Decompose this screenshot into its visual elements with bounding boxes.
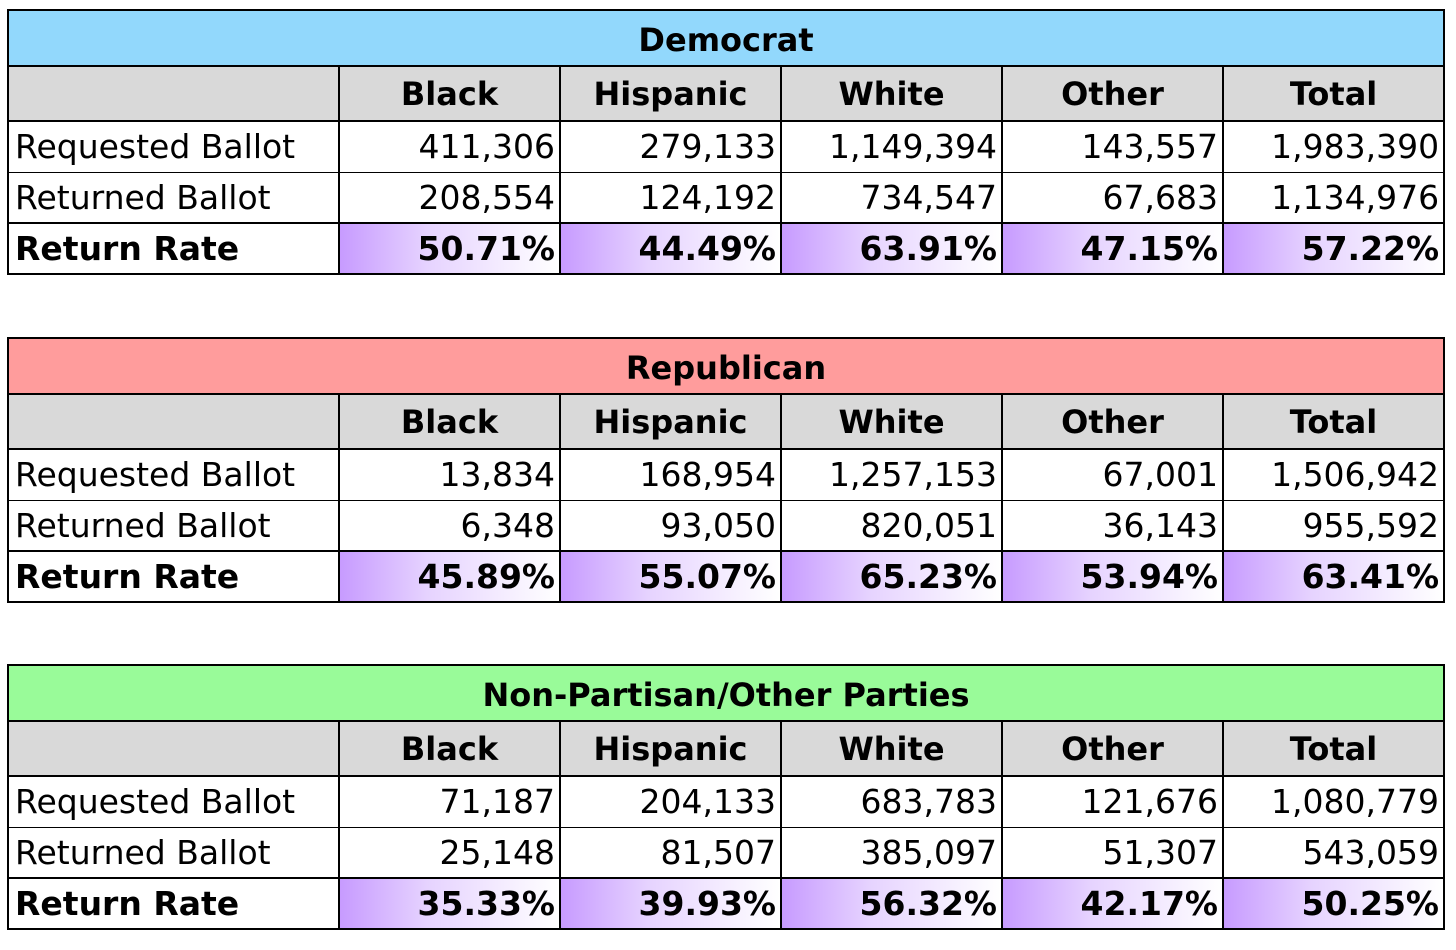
rate-total: 50.25%	[1222, 877, 1445, 930]
non-partisan-table: Non-Partisan/Other Parties Black Hispani…	[7, 664, 1445, 930]
table-row: Requested Ballot 71,187 204,133 683,783 …	[7, 775, 1445, 828]
column-header-hispanic: Hispanic	[559, 65, 782, 122]
requested-white: 1,257,153	[780, 448, 1003, 501]
rate-total: 63.41%	[1221, 550, 1446, 603]
rate-hispanic: 44.49%	[559, 222, 782, 275]
table-row: Returned Ballot 208,554 124,192 734,547 …	[7, 171, 1446, 224]
rate-white: 63.91%	[780, 222, 1003, 275]
column-header-other: Other	[1001, 65, 1224, 122]
rate-white: 56.32%	[780, 877, 1003, 930]
table-row: Requested Ballot 13,834 168,954 1,257,15…	[7, 448, 1446, 501]
table-row: Return Rate 35.33% 39.93% 56.32% 42.17% …	[7, 877, 1445, 930]
header-blank-cell	[7, 720, 340, 777]
returned-white: 385,097	[780, 826, 1003, 879]
table-row: Returned Ballot 6,348 93,050 820,051 36,…	[7, 499, 1446, 552]
column-header-white: White	[780, 65, 1003, 122]
returned-white: 734,547	[780, 171, 1003, 224]
returned-hispanic: 81,507	[559, 826, 782, 879]
column-header-total: Total	[1222, 720, 1445, 777]
rate-other: 47.15%	[1001, 222, 1224, 275]
table-row: Requested Ballot 411,306 279,133 1,149,3…	[7, 120, 1446, 173]
returned-black: 25,148	[338, 826, 561, 879]
returned-total: 1,134,976	[1221, 171, 1446, 224]
returned-other: 36,143	[1001, 499, 1224, 552]
table-row: Return Rate 45.89% 55.07% 65.23% 53.94% …	[7, 550, 1446, 603]
rate-white: 65.23%	[780, 550, 1003, 603]
returned-hispanic: 124,192	[559, 171, 782, 224]
column-header-total: Total	[1221, 393, 1446, 450]
party-title: Republican	[6, 337, 1446, 395]
rate-other: 42.17%	[1001, 877, 1224, 930]
returned-white: 820,051	[780, 499, 1003, 552]
column-header-hispanic: Hispanic	[559, 720, 782, 777]
row-label-requested: Requested Ballot	[7, 120, 340, 173]
requested-black: 13,834	[338, 448, 561, 501]
column-header-total: Total	[1221, 65, 1446, 122]
requested-hispanic: 279,133	[559, 120, 782, 173]
column-header-other: Other	[1001, 720, 1224, 777]
row-label-rate: Return Rate	[7, 877, 340, 930]
rate-black: 45.89%	[338, 550, 561, 603]
column-header-black: Black	[338, 65, 561, 122]
row-label-returned: Returned Ballot	[7, 171, 340, 224]
requested-hispanic: 204,133	[559, 775, 782, 828]
requested-total: 1,983,390	[1221, 120, 1446, 173]
rate-black: 50.71%	[338, 222, 561, 275]
returned-total: 955,592	[1221, 499, 1446, 552]
party-title: Democrat	[6, 9, 1446, 67]
column-header-hispanic: Hispanic	[559, 393, 782, 450]
returned-total: 543,059	[1222, 826, 1445, 879]
column-header-black: Black	[338, 720, 561, 777]
requested-black: 71,187	[338, 775, 561, 828]
column-header-white: White	[780, 720, 1003, 777]
row-label-rate: Return Rate	[7, 222, 340, 275]
requested-other: 143,557	[1001, 120, 1224, 173]
rate-black: 35.33%	[338, 877, 561, 930]
rate-total: 57.22%	[1221, 222, 1446, 275]
header-blank-cell	[7, 65, 340, 122]
table-row: Returned Ballot 25,148 81,507 385,097 51…	[7, 826, 1445, 879]
requested-black: 411,306	[338, 120, 561, 173]
returned-black: 6,348	[338, 499, 561, 552]
requested-white: 1,149,394	[780, 120, 1003, 173]
requested-white: 683,783	[780, 775, 1003, 828]
rate-hispanic: 39.93%	[559, 877, 782, 930]
rate-hispanic: 55.07%	[559, 550, 782, 603]
row-label-returned: Returned Ballot	[7, 499, 340, 552]
returned-other: 51,307	[1001, 826, 1224, 879]
party-title: Non-Partisan/Other Parties	[7, 664, 1445, 722]
returned-hispanic: 93,050	[559, 499, 782, 552]
rate-other: 53.94%	[1001, 550, 1224, 603]
table-row: Return Rate 50.71% 44.49% 63.91% 47.15% …	[7, 222, 1446, 275]
republican-table: Republican Black Hispanic White Other To…	[6, 337, 1446, 603]
row-label-rate: Return Rate	[7, 550, 340, 603]
requested-other: 121,676	[1001, 775, 1224, 828]
row-label-returned: Returned Ballot	[7, 826, 340, 879]
row-label-requested: Requested Ballot	[7, 775, 340, 828]
requested-other: 67,001	[1001, 448, 1224, 501]
returned-other: 67,683	[1001, 171, 1224, 224]
column-header-other: Other	[1001, 393, 1224, 450]
row-label-requested: Requested Ballot	[7, 448, 340, 501]
requested-total: 1,080,779	[1222, 775, 1445, 828]
column-header-white: White	[780, 393, 1003, 450]
requested-total: 1,506,942	[1221, 448, 1446, 501]
democrat-table: Democrat Black Hispanic White Other Tota…	[6, 9, 1446, 275]
header-blank-cell	[7, 393, 340, 450]
returned-black: 208,554	[338, 171, 561, 224]
column-header-black: Black	[338, 393, 561, 450]
requested-hispanic: 168,954	[559, 448, 782, 501]
